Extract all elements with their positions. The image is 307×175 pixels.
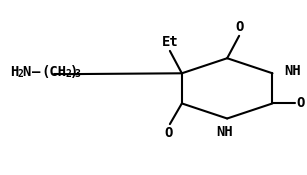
Text: NH: NH xyxy=(216,125,233,139)
Text: O: O xyxy=(164,126,173,140)
Text: —: — xyxy=(32,65,41,79)
Text: 3: 3 xyxy=(74,69,80,79)
Text: N: N xyxy=(22,65,31,79)
Text: NH: NH xyxy=(285,64,301,78)
Text: ): ) xyxy=(70,65,78,79)
Text: O: O xyxy=(297,96,305,110)
Text: H: H xyxy=(10,65,19,79)
Text: 2: 2 xyxy=(65,69,71,79)
Text: 2: 2 xyxy=(18,69,24,79)
Text: Et: Et xyxy=(161,35,178,49)
Text: (CH: (CH xyxy=(42,65,67,79)
Text: O: O xyxy=(235,20,243,34)
